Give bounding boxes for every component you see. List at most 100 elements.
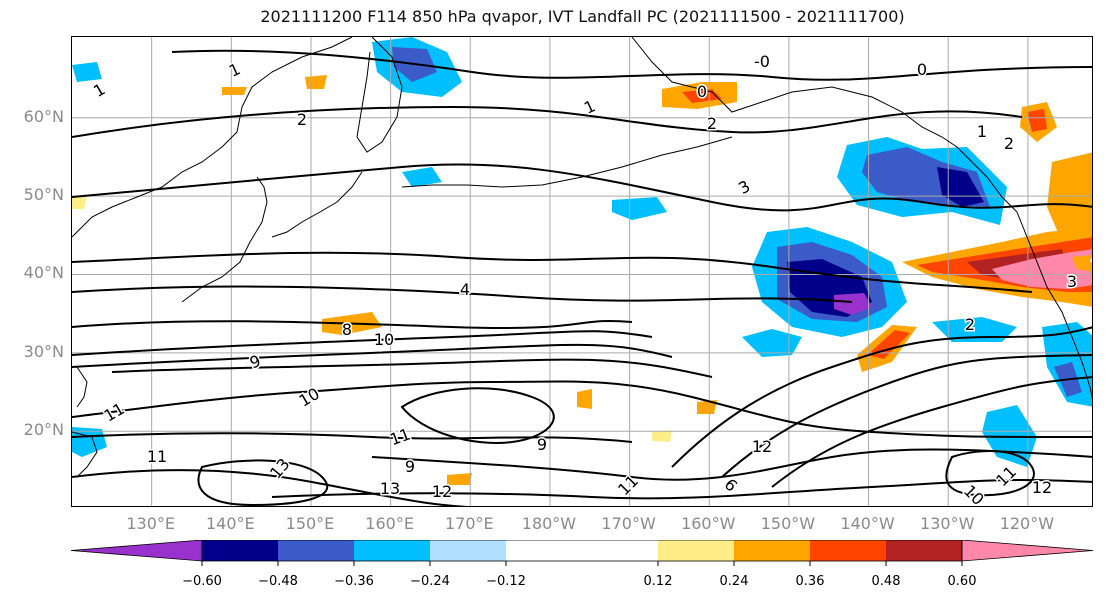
contour-loop2 bbox=[197, 459, 329, 506]
colorbar-tick-label: −0.60 bbox=[182, 574, 222, 589]
contour-4 bbox=[72, 251, 1033, 293]
colorbar-segment bbox=[506, 540, 658, 561]
longitude-label: 150°W bbox=[760, 514, 816, 533]
contour-label: 12 bbox=[432, 482, 452, 501]
contour-label: 11 bbox=[992, 462, 1020, 490]
contour-label: 1 bbox=[90, 79, 108, 101]
shade-blue-small2 bbox=[402, 167, 442, 187]
contour-loop3 bbox=[945, 450, 1035, 497]
shade-orange-canada bbox=[1047, 152, 1092, 242]
colorbar bbox=[70, 540, 1094, 566]
contour-label: 11 bbox=[387, 424, 413, 449]
contour-label: 10 bbox=[374, 330, 394, 349]
coast-east-asia bbox=[72, 37, 353, 238]
colorbar-extend-max bbox=[961, 540, 1094, 562]
shade-yellow-small2 bbox=[652, 430, 672, 442]
contour-label: 12 bbox=[1032, 478, 1052, 497]
contour-loop1 bbox=[400, 387, 555, 444]
contour-label: 9 bbox=[537, 435, 547, 454]
longitude-label: 150°E bbox=[285, 514, 335, 533]
longitude-label: 140°E bbox=[205, 514, 255, 533]
colorbar-tick-label: 0.36 bbox=[795, 574, 825, 589]
shade-orange-small5 bbox=[447, 473, 472, 485]
colorbar-tick-label: 0.12 bbox=[643, 574, 673, 589]
shade-orange-small3 bbox=[577, 389, 592, 409]
colorbar-tick-label: −0.48 bbox=[258, 574, 298, 589]
contour-label: 2 bbox=[297, 110, 307, 129]
coast-kuril bbox=[271, 171, 363, 238]
coast-taiwan-ph bbox=[72, 366, 98, 478]
colorbar-segment bbox=[278, 540, 354, 561]
latitude-label: 40°N bbox=[23, 263, 64, 283]
shade-blue-small3 bbox=[72, 62, 102, 82]
latitude-label: 60°N bbox=[23, 106, 64, 126]
shade-blue-east bbox=[932, 317, 1017, 342]
longitude-label: 130°E bbox=[126, 514, 175, 533]
shade-redorange-bc bbox=[1027, 109, 1047, 132]
graticule bbox=[72, 37, 1092, 506]
colorbar-segment bbox=[202, 540, 278, 561]
colorbar-segment bbox=[734, 540, 810, 561]
contour-13 bbox=[72, 469, 467, 506]
contour-subtrop-e2 bbox=[721, 354, 1092, 478]
contour-label: 0 bbox=[917, 60, 927, 79]
contour-label: 12 bbox=[752, 437, 772, 456]
latitude-label: 30°N bbox=[23, 341, 64, 361]
longitude-label: 160°W bbox=[681, 514, 736, 533]
colorbar-tick-label: 0.60 bbox=[947, 574, 977, 589]
colorbar-extend-min bbox=[70, 540, 203, 562]
colorbar-segment bbox=[354, 540, 430, 561]
contour-label: 8 bbox=[342, 320, 352, 339]
colorbar-segment bbox=[886, 540, 962, 561]
colorbar-tick-label: −0.12 bbox=[486, 574, 526, 589]
contour-9 bbox=[111, 358, 713, 378]
coast-aleutian bbox=[401, 136, 733, 188]
shade-blue-small1 bbox=[612, 197, 667, 220]
contour-label: 10 bbox=[296, 384, 323, 411]
contour-5 bbox=[72, 285, 853, 303]
shade-blue-subtropic bbox=[742, 329, 802, 357]
contour-label: 6 bbox=[721, 475, 742, 496]
contour-10b bbox=[72, 343, 673, 368]
contour-label: 11 bbox=[147, 447, 167, 466]
latitude-label: 20°N bbox=[23, 420, 64, 440]
contour-12b bbox=[271, 478, 1092, 500]
contour-subtrop-e1 bbox=[671, 326, 1092, 468]
contour-label: 1 bbox=[977, 122, 987, 141]
contour-11a bbox=[72, 380, 1092, 438]
contour-label: -0 bbox=[754, 52, 770, 71]
shade-purple-mid-pacific bbox=[834, 293, 872, 315]
coast-na-west bbox=[1016, 211, 1092, 400]
contour-label: 1 bbox=[226, 59, 243, 81]
shade-navy-ak-panhandle bbox=[937, 167, 984, 207]
colorbar-tick-label: −0.24 bbox=[410, 574, 450, 589]
contour-0-1 bbox=[171, 49, 1092, 81]
shade-orange-small1 bbox=[305, 75, 327, 89]
map-panel: 1 1 2 2 0 0 -0 1 3 1 4 8 10 9 10 11 11 13 9 13 12 9 11 12 6 2 3 10 1… bbox=[71, 36, 1093, 507]
longitude-label: 130°W bbox=[920, 514, 975, 533]
longitude-label: 170°E bbox=[444, 514, 494, 533]
longitude-label: 120°W bbox=[999, 514, 1055, 533]
coast-japan bbox=[181, 176, 268, 303]
coast-kamchatka bbox=[356, 37, 403, 153]
colorbar-segment bbox=[810, 540, 886, 561]
longitude-label: 170°W bbox=[601, 514, 656, 533]
colorbar-tick-label: 0.48 bbox=[871, 574, 901, 589]
colorbar-outline bbox=[201, 540, 963, 562]
contour-label: 9 bbox=[247, 351, 263, 372]
contour-label: 2 bbox=[1004, 134, 1014, 153]
longitude-label: 180°W bbox=[521, 514, 577, 533]
contour-label: 11 bbox=[101, 399, 128, 426]
contour-10a bbox=[72, 330, 653, 356]
contour-12a bbox=[371, 448, 1092, 481]
colorbar-tick-label: 0.24 bbox=[719, 574, 749, 589]
contour-11b bbox=[72, 432, 633, 443]
contour-label: 13 bbox=[380, 479, 400, 498]
contour-label: 0 bbox=[697, 82, 707, 101]
colorbar-segment bbox=[658, 540, 734, 561]
contour-3 bbox=[72, 163, 1092, 212]
contour-label: 3 bbox=[735, 176, 753, 198]
colorbar-segment bbox=[430, 540, 506, 561]
longitude-label: 160°E bbox=[365, 514, 414, 533]
